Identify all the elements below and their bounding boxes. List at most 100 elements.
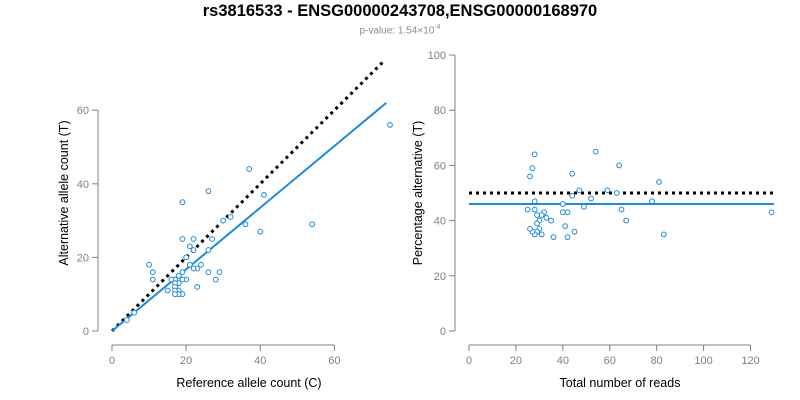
left-y-tick-label: 40 [77,179,89,191]
left-data-point [179,269,186,276]
right-data-point [623,217,630,224]
right-data-point [534,220,540,227]
left-data-point [205,247,212,253]
left-data-point [261,191,267,198]
right-data-point [527,173,533,180]
right-data-point [588,195,594,202]
right-data-point [564,209,571,216]
left-data-point [198,261,204,268]
right-data-point [548,217,555,224]
left-data-point [172,291,178,298]
right-y-tick-label: 60 [434,160,446,172]
left-x-tick-label: 0 [109,355,115,367]
right-y-tick-label: 0 [440,326,446,338]
right-data-point [562,223,569,230]
left-y-tick-label: 0 [83,326,89,338]
left-data-point [190,247,197,253]
left-data-point [123,317,130,323]
right-data-point [618,206,625,213]
left-data-point [194,283,201,290]
right-data-point [527,225,533,232]
left-data-point [149,269,156,276]
left-data-point [175,272,182,279]
right-data-point [559,209,566,216]
right-data-point [604,187,611,194]
right-x-tick-label: 100 [694,355,712,367]
right-x-tick-label: 80 [651,355,663,367]
right-y-tick-label: 100 [428,50,446,62]
right-scatter-panel: 0 20 40 60 80 100 120 0 20 40 60 80 100 Total number … [411,50,775,390]
left-data-point [179,199,186,206]
right-data-point [660,231,667,238]
right-data-point [576,187,583,194]
left-x-axis-label: Reference allele count (C) [176,376,321,390]
left-y-axis-label: Alternative allele count (T) [57,120,71,265]
left-data-point [164,287,171,294]
right-x-tick-label: 60 [604,355,616,367]
left-data-point [227,214,234,220]
right-data-point [538,231,545,238]
left-data-point [220,217,227,224]
right-data-point [531,151,538,158]
right-x-tick-label: 0 [466,355,472,367]
left-data-point [257,228,264,235]
right-data-point [534,212,540,218]
right-y-tick-label: 40 [434,216,446,228]
right-x-tick-label: 40 [557,355,569,367]
left-x-tick-label: 60 [328,355,340,367]
right-data-point [531,198,538,205]
right-data-point [538,212,545,218]
left-y-tick-label: 20 [77,252,89,264]
chart-title: rs3816533 - ENSG00000243708,ENSG00000168… [202,2,598,20]
p-value-subtitle: p-value: 1.54×10-4 [0,24,800,36]
right-data-point [543,214,550,221]
left-data-point [179,276,186,283]
left-data-point [309,221,316,228]
left-fit-line [111,102,387,332]
right-data-point [524,206,531,213]
left-data-point [146,261,152,268]
right-data-point [656,179,662,185]
left-data-point [246,166,253,172]
p-value-text: p-value: 1.54×10 [359,25,435,37]
left-reference-line [110,61,384,333]
right-data-point [616,162,623,169]
left-data-point [190,236,197,242]
left-data-point [183,254,190,261]
right-y-tick-label: 80 [434,105,446,117]
left-data-point [179,236,186,242]
right-y-axis-label: Percentage alternative (T) [411,121,425,266]
right-data-point [531,206,538,213]
left-scatter-panel: 0 20 40 60 0 20 40 60 Reference allele count (C)… [57,61,393,390]
left-y-tick-label: 60 [77,105,89,117]
right-data-point [768,209,775,216]
right-data-point [649,198,655,205]
left-data-point [186,243,193,250]
left-data-point [205,269,212,276]
left-data-point [186,261,193,268]
right-x-tick-label: 120 [741,355,759,367]
right-data-point [564,234,571,241]
left-data-point [387,122,393,128]
left-data-point [190,265,197,272]
right-x-tick-label: 20 [510,355,522,367]
right-data-point [559,201,566,207]
right-data-point [571,228,578,235]
right-data-point [569,170,576,177]
right-data-point [569,192,576,199]
right-y-tick-label: 20 [434,271,446,283]
right-data-point [581,203,587,210]
left-x-tick-label: 20 [180,355,192,367]
right-data-point [592,148,599,155]
left-data-point [205,188,212,195]
right-x-axis-label: Total number of reads [560,376,681,390]
right-data-point [550,234,557,241]
left-x-tick-label: 40 [254,355,266,367]
left-data-point [168,276,175,283]
left-data-point [242,221,249,228]
left-data-point [131,309,138,316]
right-data-point [529,165,536,172]
left-data-point [149,276,156,283]
right-data-point [613,190,620,196]
